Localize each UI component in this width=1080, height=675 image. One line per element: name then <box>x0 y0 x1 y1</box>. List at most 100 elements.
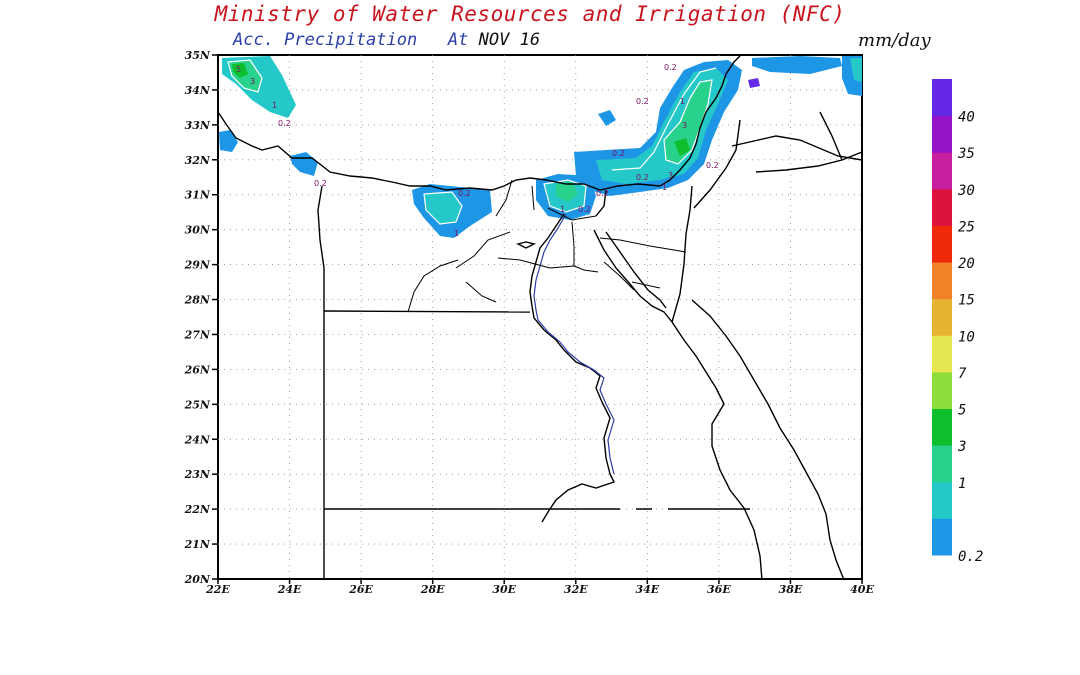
lat-label: 20N <box>184 573 211 586</box>
lat-label: 28N <box>184 294 211 307</box>
colorbar-swatch <box>932 115 952 153</box>
colorbar-label: 7 <box>958 366 967 382</box>
contour-label: 1 <box>454 229 459 238</box>
map-frame <box>217 54 863 580</box>
contour-label: 0.2 <box>612 149 625 158</box>
lon-label: 32E <box>564 583 588 596</box>
contour-label: 0.2 <box>636 97 649 106</box>
precip-area-small-cell <box>598 110 616 126</box>
contour-label: 1 <box>662 183 667 192</box>
colorbar-swatch <box>932 298 952 336</box>
longitude-labels: 22E 24E 26E 28E 30E 32E 34E 36E 38E 40E <box>205 579 874 596</box>
colorbar-label: 1 <box>958 476 966 492</box>
colorbar-swatch <box>932 262 952 300</box>
lat-label: 21N <box>184 538 211 551</box>
lat-label: 22N <box>184 503 211 516</box>
egypt-libya-border <box>317 185 325 580</box>
mediterranean-coastline <box>217 55 741 191</box>
lat-label: 27N <box>184 328 211 341</box>
colorbar-swatch <box>932 445 952 483</box>
red-sea-west-coast <box>671 321 763 581</box>
colorbar-label: 35 <box>957 146 975 162</box>
contour-label: 0.2 <box>458 189 471 198</box>
contour-label: 0.2 <box>664 63 677 72</box>
contour-label: 1 <box>560 205 565 214</box>
lon-label: 36E <box>707 583 731 596</box>
nile-river-blue <box>533 213 615 475</box>
lon-label: 40E <box>850 583 874 596</box>
lat-label: 26N <box>184 363 211 376</box>
colorbar-swatch <box>932 79 952 117</box>
colorbar-label: 20 <box>958 256 975 272</box>
geography <box>217 55 863 581</box>
contour-east <box>663 79 713 165</box>
contour-lines <box>227 59 717 225</box>
gilf-boundary <box>323 310 531 313</box>
colorbar-swatch <box>932 518 952 556</box>
precipitation-areas <box>219 56 862 238</box>
contour-label: 0.2 <box>578 205 591 214</box>
lon-label: 38E <box>779 583 803 596</box>
lon-label: 22E <box>205 583 230 596</box>
colorbar-label: 3 <box>957 439 966 455</box>
lat-label: 25N <box>184 398 211 411</box>
saudi-border <box>755 151 863 173</box>
contour-nw <box>227 59 263 93</box>
sinai-border <box>693 119 741 209</box>
contour-label: 3 <box>250 77 255 86</box>
precip-area-ne-inner <box>850 58 862 82</box>
colorbar-label: 0.2 <box>958 549 983 565</box>
latitude-labels: 35N 34N 33N 32N 31N 30N 29N 28N 27N 26N 25N 24N 23N 2… <box>184 49 218 586</box>
lon-label: 30E <box>492 583 516 596</box>
contour-label: 3 <box>682 121 687 130</box>
lat-label: 34N <box>185 84 211 97</box>
map-title: Ministry of Water Resources and Irrigati… <box>214 2 846 26</box>
colorbar-swatch <box>932 408 952 446</box>
lat-label: 30N <box>185 224 211 237</box>
sinai-coast <box>595 189 607 217</box>
lon-label: 26E <box>348 583 373 596</box>
gulf-of-suez-west <box>593 229 673 323</box>
province-lines-delta <box>407 179 687 313</box>
iraq-border <box>819 111 843 161</box>
lat-label: 29N <box>184 259 211 272</box>
precip-area-west-inner <box>424 192 462 224</box>
colorbar-label: 15 <box>958 293 975 309</box>
precip-area-nw-core <box>232 63 248 78</box>
colorbar-label: 40 <box>958 110 975 126</box>
contour-delta <box>543 179 587 213</box>
contour-west <box>423 191 463 225</box>
contour-label: 1 <box>272 101 277 110</box>
map-subtitle: Acc. Precipitation At NOV 16 <box>233 30 540 50</box>
lon-label: 34E <box>635 583 659 596</box>
jordan-border <box>731 135 863 161</box>
colorbar-swatch <box>932 152 952 190</box>
colorbar-swatch <box>932 481 952 519</box>
colorbar-label: 5 <box>958 403 966 419</box>
lat-label: 24N <box>184 433 211 446</box>
colorbar-swatch <box>932 371 952 410</box>
precip-area-delta-core <box>556 182 578 202</box>
lat-label: 23N <box>184 468 211 481</box>
units-label: mm/day <box>858 30 931 51</box>
nile-river <box>529 213 615 523</box>
colorbar-label: 10 <box>958 329 975 345</box>
contour-label: 5 <box>236 65 241 74</box>
subtitle-prefix: Acc. Precipitation At <box>233 30 469 50</box>
gulf-of-aqaba <box>671 185 693 323</box>
contour-label: 0.2 <box>636 173 649 182</box>
lake-fayoum <box>515 241 537 249</box>
red-sea-east-coast <box>691 299 845 581</box>
contour-label-group: 3 5 1 0.2 0.2 0.2 0.2 1 0.2 0.2 1 0.2 0.… <box>236 63 719 238</box>
contour-label: 1 <box>680 97 685 106</box>
precip-area-east-med-peak <box>674 138 690 156</box>
precip-area-small-cell-2 <box>748 78 760 88</box>
contour-label: 0.2 <box>706 161 719 170</box>
contour-label: 0.2 <box>278 119 291 128</box>
lat-label: 31N <box>185 189 211 202</box>
lat-label: 32N <box>185 154 211 167</box>
gulf-of-suez-east <box>605 231 667 309</box>
subtitle-date: NOV 16 <box>478 30 541 50</box>
precip-area-libya-coast <box>219 130 238 152</box>
